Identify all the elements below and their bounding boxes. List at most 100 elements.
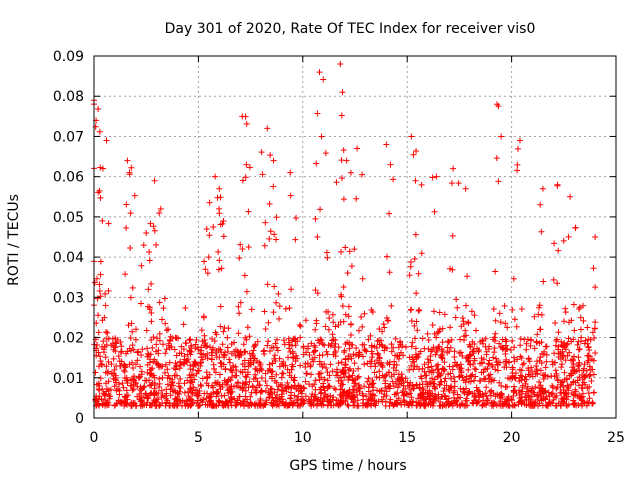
data-point	[220, 328, 227, 335]
data-point	[482, 390, 489, 397]
data-point	[204, 355, 211, 362]
data-point	[390, 176, 397, 183]
data-point	[367, 363, 374, 370]
data-point	[137, 363, 144, 370]
data-point	[262, 325, 269, 332]
data-point	[511, 402, 518, 409]
data-point	[177, 398, 184, 405]
data-point	[144, 303, 151, 310]
data-point	[566, 349, 573, 356]
data-point	[204, 375, 211, 382]
data-point	[366, 381, 373, 388]
data-point	[264, 382, 271, 389]
data-point	[268, 390, 275, 397]
data-point	[409, 399, 416, 406]
data-point	[112, 348, 119, 355]
data-point	[216, 205, 223, 212]
data-point	[386, 210, 393, 217]
data-point	[416, 381, 423, 388]
data-point	[175, 335, 182, 342]
data-point	[576, 304, 583, 311]
data-point	[210, 224, 217, 231]
data-point	[399, 387, 406, 394]
data-point	[203, 225, 210, 232]
data-point	[308, 371, 315, 378]
data-point	[197, 381, 204, 388]
data-point	[454, 391, 461, 398]
data-point	[361, 310, 368, 317]
data-point	[369, 354, 376, 361]
data-point	[130, 346, 137, 353]
data-point	[476, 388, 483, 395]
data-point	[429, 174, 436, 181]
data-point	[143, 229, 150, 236]
x-tick-label: 0	[90, 430, 99, 446]
data-point	[259, 388, 266, 395]
data-point	[392, 391, 399, 398]
data-point	[166, 359, 173, 366]
data-point	[236, 352, 243, 359]
data-point	[312, 287, 319, 294]
data-point	[381, 391, 388, 398]
data-point	[295, 393, 302, 400]
data-point	[525, 396, 532, 403]
data-point	[318, 370, 325, 377]
data-point	[128, 402, 134, 409]
data-point	[284, 366, 291, 373]
data-point	[104, 370, 111, 377]
data-point	[351, 360, 358, 367]
data-point	[105, 220, 112, 227]
data-point	[277, 381, 284, 388]
data-point	[189, 372, 196, 379]
data-point	[238, 400, 245, 407]
data-point	[428, 363, 435, 370]
data-point	[388, 341, 395, 348]
data-point	[485, 360, 492, 367]
data-point	[239, 361, 246, 368]
data-point	[412, 177, 419, 184]
data-point	[195, 367, 202, 374]
data-point	[532, 383, 539, 390]
data-point	[533, 363, 540, 370]
data-point	[568, 370, 575, 377]
data-point	[266, 235, 273, 242]
data-point	[211, 338, 218, 345]
data-point	[292, 358, 299, 365]
data-point	[512, 370, 519, 377]
data-point	[536, 304, 543, 311]
data-point	[111, 383, 118, 390]
data-point	[225, 325, 232, 332]
data-point	[584, 324, 591, 331]
data-point	[122, 399, 129, 406]
data-point	[184, 377, 191, 384]
data-point	[236, 310, 243, 317]
data-point	[200, 396, 207, 403]
data-point	[522, 373, 529, 380]
data-point	[234, 399, 241, 406]
data-point	[441, 401, 448, 408]
data-point	[96, 187, 103, 194]
data-point	[267, 228, 274, 235]
data-point	[529, 368, 536, 375]
data-point	[356, 349, 363, 356]
data-point	[439, 365, 446, 372]
data-point	[138, 352, 145, 359]
chart-title: Day 301 of 2020, Rate Of TEC Index for r…	[165, 21, 536, 37]
data-point	[156, 210, 163, 217]
data-point	[216, 371, 223, 378]
data-point	[577, 326, 584, 333]
data-point	[95, 349, 102, 356]
data-point	[458, 323, 465, 330]
data-point	[246, 333, 253, 340]
data-point	[146, 370, 153, 377]
data-point	[188, 401, 195, 408]
data-point	[341, 349, 348, 356]
data-point	[581, 381, 588, 388]
data-point	[376, 355, 383, 362]
data-point	[507, 346, 514, 353]
data-point	[406, 398, 413, 405]
data-point	[514, 356, 521, 363]
data-point	[245, 208, 252, 215]
data-point	[455, 180, 462, 187]
data-point	[456, 349, 463, 356]
